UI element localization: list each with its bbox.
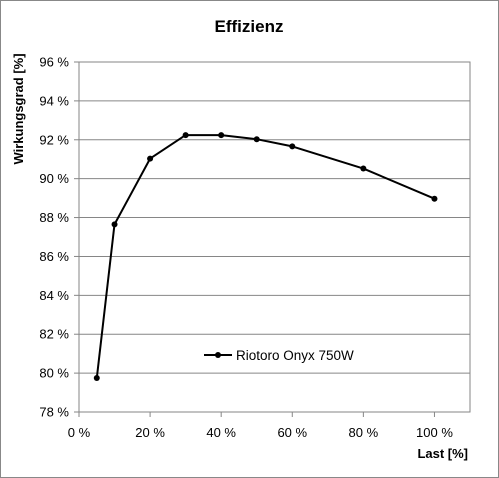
data-point [147,155,154,162]
data-point [289,143,296,150]
y-axis-title: Wirkungsgrad [%] [11,53,26,164]
x-tick-label: 80 % [349,425,379,440]
y-tick-label: 78 % [39,405,69,420]
data-point [431,195,438,202]
y-tick-label: 90 % [39,171,69,186]
y-tick-label: 96 % [39,55,69,70]
y-tick-label: 94 % [39,93,69,108]
legend-series-label: Riotoro Onyx 750W [236,348,354,363]
legend: Riotoro Onyx 750W [204,348,354,363]
x-tick-label: 20 % [135,425,165,440]
data-point [253,136,260,143]
data-point [93,374,100,381]
data-point [182,132,189,139]
y-tick-label: 86 % [39,249,69,264]
axis-ticks: 78 % 80 % 82 % 84 % 86 % 88 % 90 % 92 % 94 % 96 %… [39,55,453,441]
x-tick-label: 0 % [68,425,91,440]
chart-title: Effizienz [215,17,284,36]
grid-lines [79,100,470,374]
x-tick-label: 40 % [206,425,236,440]
data-point [360,165,367,172]
x-tick-label: 100 % [416,425,453,440]
y-tick-label: 88 % [39,210,69,225]
x-axis-title: Last [%] [417,446,468,461]
y-tick-label: 82 % [39,327,69,342]
legend-marker [215,352,221,358]
data-point [218,132,225,139]
x-tick-label: 60 % [277,425,307,440]
y-tick-label: 92 % [39,132,69,147]
y-tick-label: 80 % [39,366,69,381]
series-layer [93,132,438,381]
y-tick-label: 84 % [39,288,69,303]
data-point [111,221,118,228]
plot-area [78,61,471,413]
